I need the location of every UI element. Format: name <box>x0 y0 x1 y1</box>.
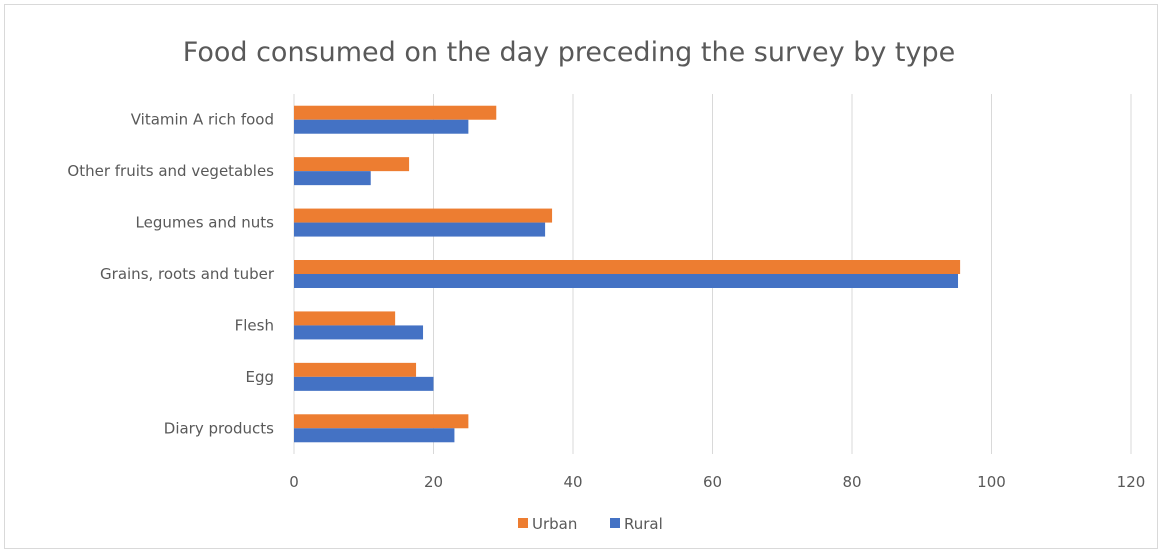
category-label: Grains, roots and tuber <box>100 265 275 283</box>
bars <box>294 105 961 443</box>
x-tick-label-0: 0 <box>289 473 299 491</box>
bar-rural-1 <box>294 171 371 186</box>
category-label: Diary products <box>164 419 274 437</box>
bar-urban-2 <box>294 208 553 223</box>
bar-urban-6 <box>294 414 469 429</box>
x-tick-label-20: 20 <box>424 473 443 491</box>
bar-rural-5 <box>294 376 434 391</box>
bar-urban-5 <box>294 362 417 377</box>
legend-swatch-rural <box>610 518 620 528</box>
legend-label-urban: Urban <box>532 515 577 533</box>
x-tick-label-120: 120 <box>1117 473 1146 491</box>
bar-rural-4 <box>294 325 424 340</box>
bar-rural-2 <box>294 222 546 237</box>
legend-label-rural: Rural <box>624 515 663 533</box>
x-tick-label-40: 40 <box>563 473 582 491</box>
category-label: Flesh <box>235 316 274 334</box>
bar-rural-6 <box>294 428 455 443</box>
category-labels: Vitamin A rich food Other fruits and vege… <box>67 111 274 438</box>
bar-urban-0 <box>294 105 497 120</box>
category-label: Egg <box>245 368 274 386</box>
x-tick-label-80: 80 <box>842 473 861 491</box>
category-label: Legumes and nuts <box>136 214 275 232</box>
legend-swatch-urban <box>518 518 528 528</box>
bar-urban-4 <box>294 311 396 326</box>
chart-title: Food consumed on the day preceding the s… <box>183 37 956 68</box>
x-tick-label-60: 60 <box>703 473 722 491</box>
category-label: Other fruits and vegetables <box>67 162 274 180</box>
bar-urban-3 <box>294 260 961 274</box>
legend: Urban Rural <box>518 515 663 533</box>
bar-rural-3 <box>294 274 959 288</box>
category-label: Vitamin A rich food <box>131 111 274 129</box>
bar-rural-0 <box>294 119 469 134</box>
x-axis-tick-labels: 0 20 40 60 80 100 120 <box>289 473 1145 491</box>
bar-urban-1 <box>294 157 410 172</box>
x-tick-label-100: 100 <box>977 473 1006 491</box>
